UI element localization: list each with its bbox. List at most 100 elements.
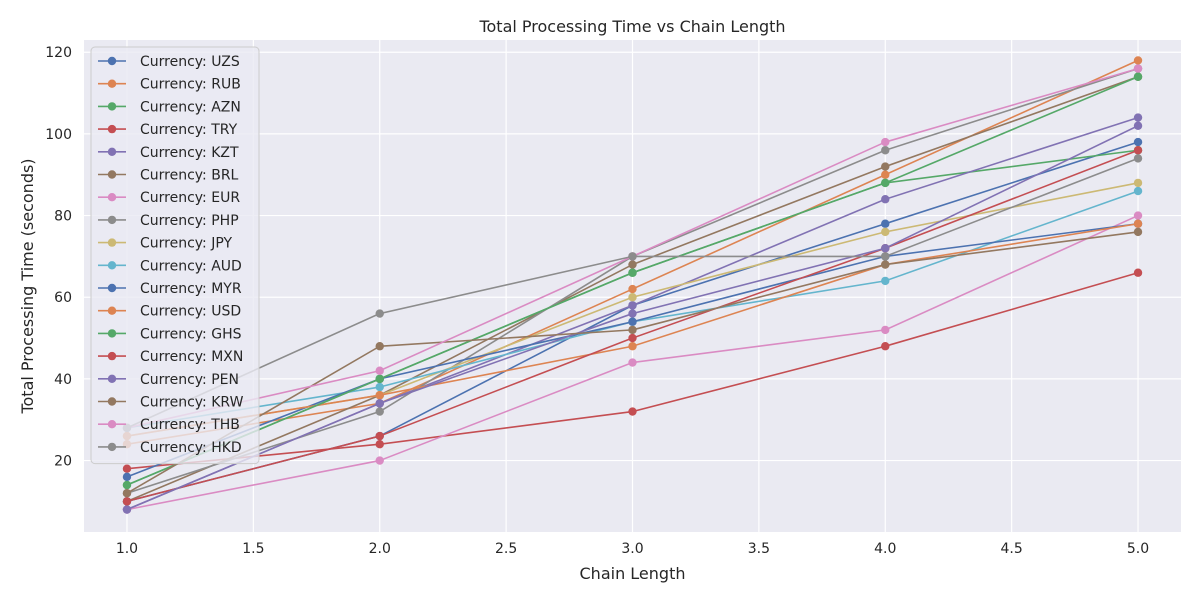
data-point	[628, 358, 637, 367]
legend-label: Currency: GHS	[140, 326, 242, 342]
x-tick-label: 2.5	[495, 541, 517, 557]
data-point	[881, 162, 890, 171]
data-point	[122, 472, 132, 482]
y-tick-label: 120	[45, 45, 72, 61]
data-point	[881, 342, 890, 351]
x-tick-label: 5.0	[1127, 541, 1149, 557]
legend-marker	[107, 306, 117, 315]
legend-label: Currency: JPY	[140, 236, 232, 252]
legend-marker	[107, 124, 117, 134]
legend-marker	[107, 420, 117, 429]
series-currency-ghs	[122, 72, 1143, 490]
data-point	[628, 325, 637, 335]
legend-item: Currency: UZS	[98, 54, 240, 70]
y-tick-label: 80	[54, 209, 72, 225]
data-point	[1133, 146, 1143, 155]
data-point	[375, 440, 384, 449]
series-currency-try	[122, 268, 1143, 473]
x-tick-label: 4.0	[874, 541, 896, 557]
data-point	[1133, 154, 1143, 163]
legend-marker	[107, 193, 117, 202]
legend-item: Currency: MYR	[98, 281, 242, 297]
legend-marker	[107, 442, 117, 452]
series-layer	[122, 56, 1143, 514]
legend-item: Currency: HKD	[98, 440, 242, 456]
y-tick-label: 40	[54, 372, 72, 388]
data-point	[375, 399, 384, 408]
legend-marker	[107, 79, 117, 88]
data-point	[375, 391, 384, 400]
legend-marker	[107, 147, 117, 156]
legend-label: Currency: THB	[140, 417, 240, 433]
chart-title: Total Processing Time vs Chain Length	[478, 17, 785, 36]
data-point	[881, 170, 890, 179]
legend-marker	[107, 102, 117, 111]
legend-item: Currency: JPY	[98, 236, 232, 252]
series-currency-krw	[122, 227, 1143, 498]
legend: Currency: UZS Currency: RUB Currency: AZN C…	[90, 46, 260, 465]
data-point	[881, 227, 890, 237]
legend-item: Currency: USD	[98, 304, 241, 320]
x-axis-label: Chain Length	[580, 564, 686, 583]
y-tick-label: 20	[54, 454, 72, 470]
legend-item: Currency: KZT	[98, 145, 239, 161]
data-point	[122, 505, 132, 514]
tick-labels: 1.0 1.5 2.0 2.5 3.0 3.5 4.0 4.5 5.0 20 40 60 80 100 12…	[45, 45, 1149, 557]
data-point	[375, 309, 384, 318]
legend-label: Currency: PHP	[140, 213, 239, 229]
data-point	[881, 252, 890, 261]
data-point	[375, 456, 384, 465]
series-currency-pen	[122, 121, 1143, 514]
data-point	[1133, 211, 1143, 220]
legend-marker	[107, 170, 117, 179]
data-point	[881, 137, 890, 147]
data-point	[375, 374, 384, 384]
data-point	[628, 284, 637, 294]
data-point	[881, 219, 890, 228]
data-point	[628, 293, 637, 302]
data-point	[122, 489, 132, 498]
data-point	[881, 276, 890, 286]
x-tick-label: 3.5	[748, 541, 770, 557]
x-tick-label: 3.0	[621, 541, 643, 557]
legend-label: Currency: KRW	[140, 395, 244, 411]
legend-label: Currency: BRL	[140, 168, 239, 184]
data-point	[1133, 268, 1143, 277]
legend-marker	[107, 351, 117, 361]
data-point	[881, 325, 890, 335]
data-point	[881, 260, 890, 269]
legend-item: Currency: TRY	[98, 122, 238, 138]
data-point	[375, 431, 384, 441]
data-point	[375, 366, 384, 375]
data-point	[122, 480, 132, 490]
legend-marker	[107, 283, 117, 293]
x-tick-label: 4.5	[1001, 541, 1023, 557]
data-point	[881, 195, 890, 204]
y-axis-label: Total Processing Time (seconds)	[18, 158, 37, 414]
legend-label: Currency: TRY	[140, 122, 238, 138]
data-point	[375, 407, 384, 416]
legend-item: Currency: AZN	[98, 99, 241, 115]
legend-label: Currency: AUD	[140, 258, 242, 274]
y-tick-label: 60	[54, 290, 72, 306]
legend-marker	[107, 397, 117, 406]
legend-item: Currency: PEN	[98, 372, 239, 388]
data-point	[881, 146, 890, 155]
legend-marker	[107, 374, 117, 383]
data-point	[1133, 227, 1143, 237]
series-currency-usd	[122, 219, 1143, 441]
legend-item: Currency: AUD	[98, 258, 242, 274]
x-tick-label: 2.0	[369, 541, 391, 557]
legend-label: Currency: UZS	[140, 54, 240, 70]
data-point	[1133, 178, 1143, 188]
legend-marker	[107, 215, 117, 225]
data-point	[1133, 121, 1143, 130]
data-point	[1133, 186, 1143, 196]
x-tick-label: 1.5	[242, 541, 264, 557]
legend-marker	[107, 56, 117, 66]
legend-item: Currency: GHS	[98, 326, 242, 342]
legend-item: Currency: EUR	[98, 190, 240, 206]
data-point	[122, 464, 132, 473]
y-tick-label: 100	[45, 127, 72, 143]
